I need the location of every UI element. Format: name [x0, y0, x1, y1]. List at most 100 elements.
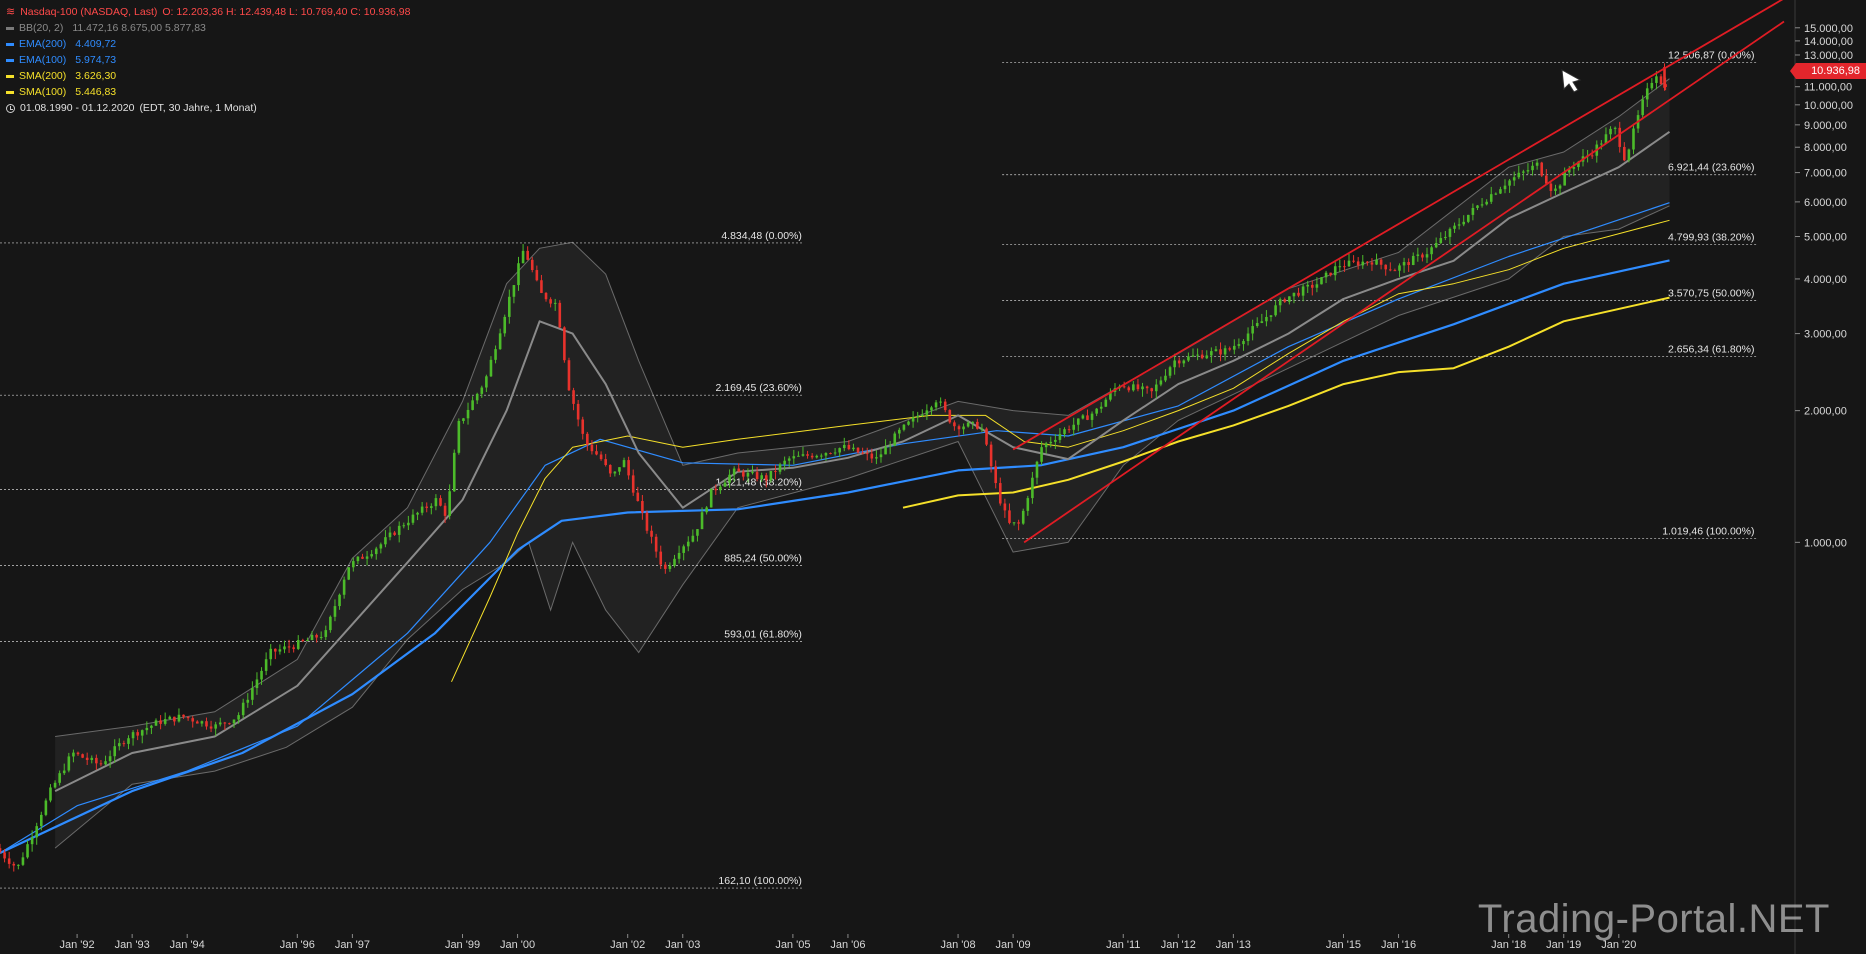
- price-tick-label: 13.000,00: [1804, 50, 1853, 62]
- candle-body: [512, 285, 516, 297]
- candle-body: [1343, 266, 1346, 268]
- trend-channel-upper: [1012, 0, 1784, 451]
- legend-ema100[interactable]: EMA(100) 5.974,73: [6, 52, 410, 68]
- candle-body: [352, 561, 355, 568]
- candle-body: [838, 448, 841, 453]
- candle-body: [356, 556, 360, 562]
- candle-body: [241, 702, 245, 716]
- ema200-swatch: [6, 42, 14, 46]
- candle-body: [636, 492, 640, 501]
- candle-body: [1210, 351, 1213, 356]
- fib-level-label: 2.656,34 (61.80%): [1668, 344, 1754, 356]
- candle-body: [783, 460, 786, 465]
- legend-sma100[interactable]: SMA(100) 5.446,83: [6, 84, 410, 100]
- candle-body: [563, 327, 566, 361]
- candle-body: [1434, 242, 1438, 248]
- sma100-value: 5.446,83: [75, 86, 117, 98]
- candle-body: [1356, 261, 1360, 266]
- time-tick-label: Jan '13: [1216, 939, 1251, 951]
- bb-swatch: [6, 26, 14, 30]
- candle-body: [49, 787, 52, 801]
- candle-body: [1480, 204, 1484, 206]
- candle-body: [526, 250, 529, 260]
- time-tick-label: Jan '00: [500, 939, 535, 951]
- candle-body: [673, 558, 676, 566]
- candle-body: [1288, 296, 1291, 302]
- candle-body: [1086, 415, 1089, 420]
- candlestick-series: [0, 63, 1667, 872]
- candle-body: [508, 296, 511, 317]
- instrument-title[interactable]: Nasdaq-100 (NASDAQ, Last): [20, 6, 158, 18]
- candle-body: [604, 459, 607, 466]
- candle-body: [1301, 286, 1305, 296]
- candle-body: [1141, 386, 1144, 390]
- candle-body: [1145, 386, 1149, 389]
- candle-body: [815, 455, 819, 458]
- candle-body: [1168, 367, 1172, 376]
- candle-body: [567, 360, 571, 391]
- clock-icon: [6, 103, 15, 113]
- candle-body: [1425, 254, 1429, 258]
- legend-sma200[interactable]: SMA(200) 3.626,30: [6, 68, 410, 84]
- candle-body: [1306, 284, 1310, 287]
- candle-body: [379, 544, 383, 549]
- legend-bb[interactable]: BB(20, 2) 11.472,16 8.675,00 5.877,83: [6, 20, 410, 36]
- candle-body: [21, 857, 25, 865]
- candle-body: [948, 410, 952, 423]
- candle-body: [939, 401, 942, 403]
- candle-body: [1398, 265, 1401, 271]
- price-axis-background: [1795, 0, 1866, 954]
- candle-body: [719, 486, 722, 491]
- candle-body: [553, 302, 557, 304]
- candle-body: [769, 470, 773, 481]
- candle-body: [1054, 439, 1057, 442]
- candle-body: [1347, 260, 1351, 267]
- price-tick-label: 15.000,00: [1804, 23, 1853, 35]
- fib-level-label: 885,24 (50.00%): [724, 552, 802, 564]
- candle-body: [576, 403, 580, 420]
- time-tick-label: Jan '08: [940, 939, 975, 951]
- fib-level-label: 1.019,46 (100.00%): [1662, 526, 1754, 538]
- price-tick-label: 11.000,00: [1804, 82, 1852, 94]
- candle-body: [237, 715, 240, 720]
- candle-body: [67, 756, 71, 771]
- candle-body: [691, 535, 695, 542]
- candle-body: [411, 514, 415, 523]
- bb-label: BB(20, 2): [19, 22, 64, 34]
- candle-body: [1067, 429, 1071, 431]
- candle-body: [1531, 165, 1534, 171]
- candle-body: [1645, 88, 1649, 100]
- candle-body: [622, 460, 626, 468]
- candle-body: [1090, 413, 1094, 420]
- legend-ema200[interactable]: EMA(200) 4.409,72: [6, 36, 410, 52]
- candle-body: [7, 858, 11, 864]
- candle-body: [1632, 128, 1635, 150]
- candle-body: [1283, 299, 1287, 302]
- candle-body: [755, 472, 759, 480]
- candle-body: [1613, 127, 1617, 129]
- candle-body: [865, 453, 869, 455]
- candle-body: [329, 616, 332, 631]
- candle-body: [1214, 349, 1218, 352]
- candle-body: [1508, 180, 1511, 186]
- candle-body: [1228, 348, 1232, 350]
- candle-body: [370, 554, 373, 557]
- candle-body: [361, 556, 364, 559]
- candle-body: [3, 852, 6, 859]
- candle-body: [1535, 162, 1539, 166]
- candle-body: [590, 444, 594, 452]
- candle-body: [608, 465, 612, 474]
- candle-body: [1448, 228, 1452, 237]
- candle-body: [177, 714, 181, 722]
- candle-body: [228, 723, 231, 725]
- candle-body: [393, 532, 396, 535]
- candle-body: [916, 415, 919, 418]
- candle-body: [943, 401, 947, 411]
- candle-body: [1324, 272, 1328, 278]
- candle-body: [797, 455, 800, 457]
- candle-body: [641, 500, 644, 513]
- candle-body: [85, 757, 89, 760]
- candle-body: [494, 349, 497, 360]
- candle-body: [1485, 201, 1488, 205]
